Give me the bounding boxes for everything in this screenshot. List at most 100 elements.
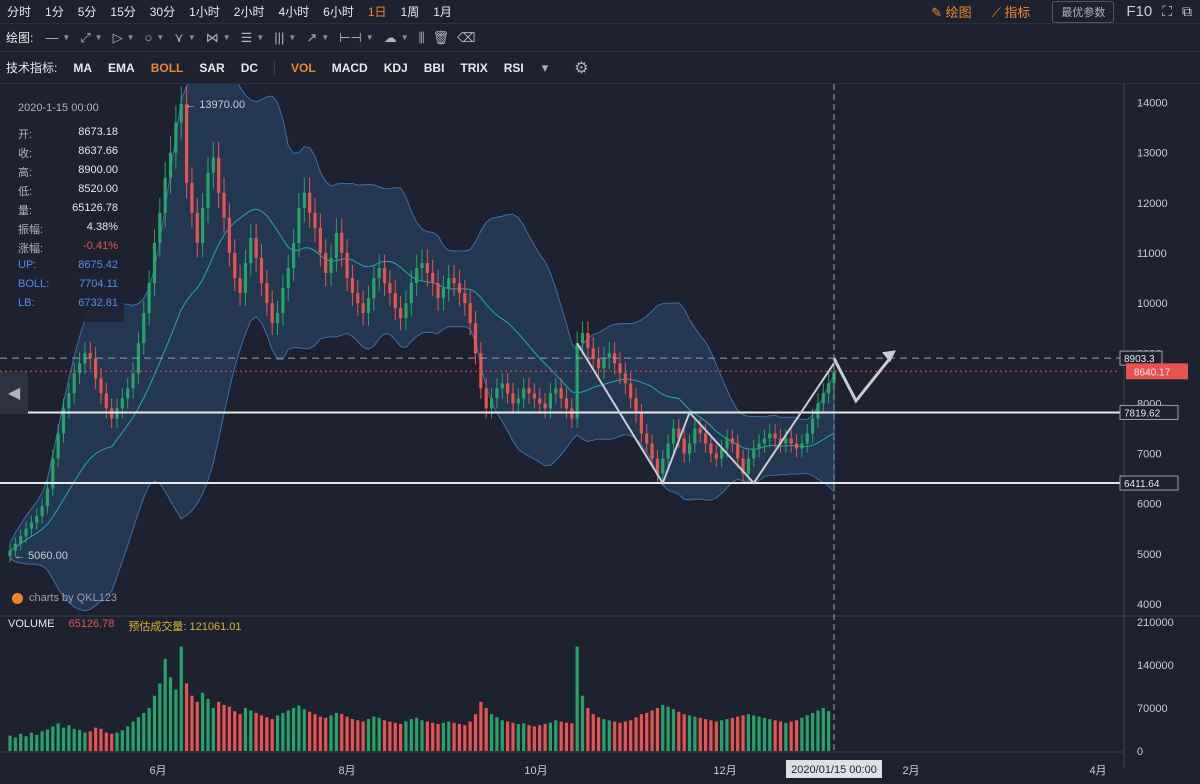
triangle-tool-icon[interactable]: ▷ [112,29,123,45]
volume-bar [634,717,638,751]
comment-tool-dropdown-icon[interactable]: ▼ [400,33,409,42]
volume-bar [821,708,825,751]
timeframe-tab[interactable]: 1周 [400,5,420,19]
volume-bar [345,716,349,751]
price-chart[interactable]: 4000500060007000800090001000011000120001… [0,84,1200,784]
candle-body [575,343,579,419]
candle-body [147,283,151,314]
more-indicators-icon[interactable]: ▾ [541,59,549,75]
comment-tool-icon[interactable]: ☁ [383,29,397,45]
volume-bar [586,708,590,751]
timeframe-tab[interactable]: 15分 [110,5,136,19]
volume-bar [388,721,392,751]
circle-tool-icon[interactable]: ○ [144,30,153,45]
volume-bar [270,719,274,751]
sub-indicator-tab[interactable]: MACD [331,60,368,75]
indicator-label: 技术指标: [6,61,58,75]
triangle-tool-dropdown-icon[interactable]: ▼ [126,33,135,42]
fib-tool-dropdown-icon[interactable]: ▼ [256,33,265,42]
candle-body [324,252,328,274]
zigzag-tool-dropdown-icon[interactable]: ▼ [187,33,196,42]
candle-body [473,323,478,354]
timeframe-tab[interactable]: 2小时 [233,5,265,19]
indicator-toggle-button[interactable]: ⟋ 指标 [991,5,1031,20]
candle-body [607,353,611,359]
volume-bar [409,719,413,751]
arrow-tool-icon[interactable]: ↗ [306,29,318,45]
volume-bar [77,730,82,751]
main-indicator-tab[interactable]: SAR [199,60,225,75]
volume-tick-label: 140000 [1137,660,1174,672]
delete-icon[interactable]: 🗑 [432,29,450,45]
gann-tool-dropdown-icon[interactable]: ▼ [288,33,297,42]
fib-tool-icon[interactable]: ☰ [240,29,253,45]
main-indicator-tab[interactable]: MA [73,60,93,75]
info-row: 低: 8520.00 [8,183,124,202]
volume-bar [602,719,606,751]
candle-body [24,528,28,537]
timeframe-tab[interactable]: 1小时 [189,5,220,19]
info-value: 8675.42 [78,259,118,271]
timeframe-tab[interactable]: 6小时 [323,5,354,19]
f10-button[interactable]: F10 [1126,3,1153,20]
arrow-tool-dropdown-icon[interactable]: ▼ [321,33,330,42]
candle-body [682,438,686,454]
timeframe-tab[interactable]: 5分 [77,5,97,19]
volume-bar [623,721,627,751]
fullscreen-icon[interactable]: ⛶ [1162,3,1172,19]
optimal-params-button[interactable]: 最优参数 [1052,0,1115,23]
candle-body [591,348,595,359]
timeframe-tab[interactable]: 30分 [149,5,176,19]
bar-tool-icon[interactable]: ⫼ [418,29,425,45]
pattern-tool-dropdown-icon[interactable]: ▼ [222,33,231,42]
main-indicator-tab[interactable]: DC [240,60,259,75]
candle-body [8,550,12,556]
volume-bar [45,729,50,751]
sub-indicator-tab[interactable]: VOL [291,60,316,75]
line-tool-dropdown-icon[interactable]: ▼ [62,33,71,42]
main-indicator-tab[interactable]: BOLL [150,60,184,75]
ray-tool-dropdown-icon[interactable]: ▼ [94,33,103,42]
zigzag-tool-icon[interactable]: ⋎ [174,29,184,45]
measure-tool-dropdown-icon[interactable]: ▼ [365,33,374,42]
candle-body [361,303,365,314]
info-key: 收: [18,148,33,160]
info-value: 4.38% [86,221,118,233]
main-indicator-tab[interactable]: EMA [108,60,135,75]
timeframe-tab[interactable]: 分时 [7,5,32,19]
gann-tool-icon[interactable]: ||| [274,30,285,45]
chevron-left-icon: ◀ [7,385,21,402]
candle-body [655,458,660,474]
sub-indicator-tab[interactable]: RSI [503,60,524,75]
timeframe-tab[interactable]: 1日 [367,5,387,19]
candle-body [596,358,601,369]
pattern-tool-icon[interactable]: ⋈ [205,29,219,45]
sub-indicator-tab[interactable]: TRIX [460,60,488,75]
line-tool-icon[interactable]: — [45,30,59,45]
timeframe-tab[interactable]: 1分 [45,5,64,19]
volume-bar [570,723,574,751]
volume-bar [425,721,429,751]
timeframe-tab[interactable]: 4小时 [278,5,310,19]
candle-body [489,398,494,409]
volume-bar [110,733,114,751]
candle-body [762,438,767,444]
draw-toggle-button[interactable]: ✎ 绘图 [931,5,972,20]
circle-tool-dropdown-icon[interactable]: ▼ [156,33,165,42]
sub-indicator-tab[interactable]: BBI [423,60,445,75]
volume-bar [404,721,408,751]
ray-tool-icon[interactable]: ⤢ [80,29,91,45]
volume-bar [522,723,526,751]
timeframe-tab[interactable]: 1月 [433,5,452,19]
candle-body [67,393,71,409]
settings-gear-icon[interactable]: ⚙ [574,59,589,77]
scroll-left-button[interactable]: ◀ [0,372,28,414]
candle-body [281,288,285,314]
sub-indicator-tab[interactable]: KDJ [383,60,408,75]
eraser-icon[interactable]: ⌫ [457,29,476,45]
candle-body [811,418,815,434]
volume-bar [174,689,178,751]
candle-body [425,262,429,274]
measure-tool-icon[interactable]: ⊢⊣ [339,29,362,45]
popout-icon[interactable]: ⧉ [1182,3,1192,19]
